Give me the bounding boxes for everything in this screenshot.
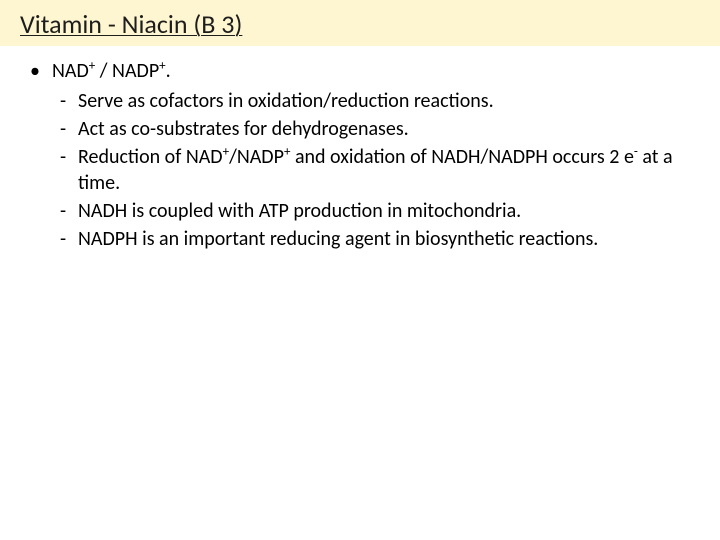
item-text: NADH is coupled with ATP production in m… bbox=[78, 198, 690, 224]
dash-marker: - bbox=[60, 144, 78, 196]
sub-list: - Serve as cofactors in oxidation/reduct… bbox=[30, 88, 690, 252]
item-text: Act as co-substrates for dehydrogenases. bbox=[78, 116, 690, 142]
bullet-marker: • bbox=[30, 58, 52, 84]
list-item: - Act as co-substrates for dehydrogenase… bbox=[60, 116, 690, 142]
list-item: - Serve as cofactors in oxidation/reduct… bbox=[60, 88, 690, 114]
item-text: NADPH is an important reducing agent in … bbox=[78, 226, 690, 252]
title-bar: Vitamin - Niacin (B 3) bbox=[0, 0, 720, 46]
list-item: - Reduction of NAD+/NADP+ and oxidation … bbox=[60, 144, 690, 196]
dash-marker: - bbox=[60, 226, 78, 252]
dash-marker: - bbox=[60, 116, 78, 142]
slide-title: Vitamin - Niacin (B 3) bbox=[20, 8, 700, 40]
list-item: - NADH is coupled with ATP production in… bbox=[60, 198, 690, 224]
item-text: Serve as cofactors in oxidation/reductio… bbox=[78, 88, 690, 114]
item-text: Reduction of NAD+/NADP+ and oxidation of… bbox=[78, 144, 690, 196]
bullet-item: • NAD+ / NADP+. bbox=[30, 58, 690, 84]
bullet-text: NAD+ / NADP+. bbox=[52, 58, 171, 84]
dash-marker: - bbox=[60, 88, 78, 114]
list-item: - NADPH is an important reducing agent i… bbox=[60, 226, 690, 252]
dash-marker: - bbox=[60, 198, 78, 224]
content-area: • NAD+ / NADP+. - Serve as cofactors in … bbox=[0, 58, 720, 252]
